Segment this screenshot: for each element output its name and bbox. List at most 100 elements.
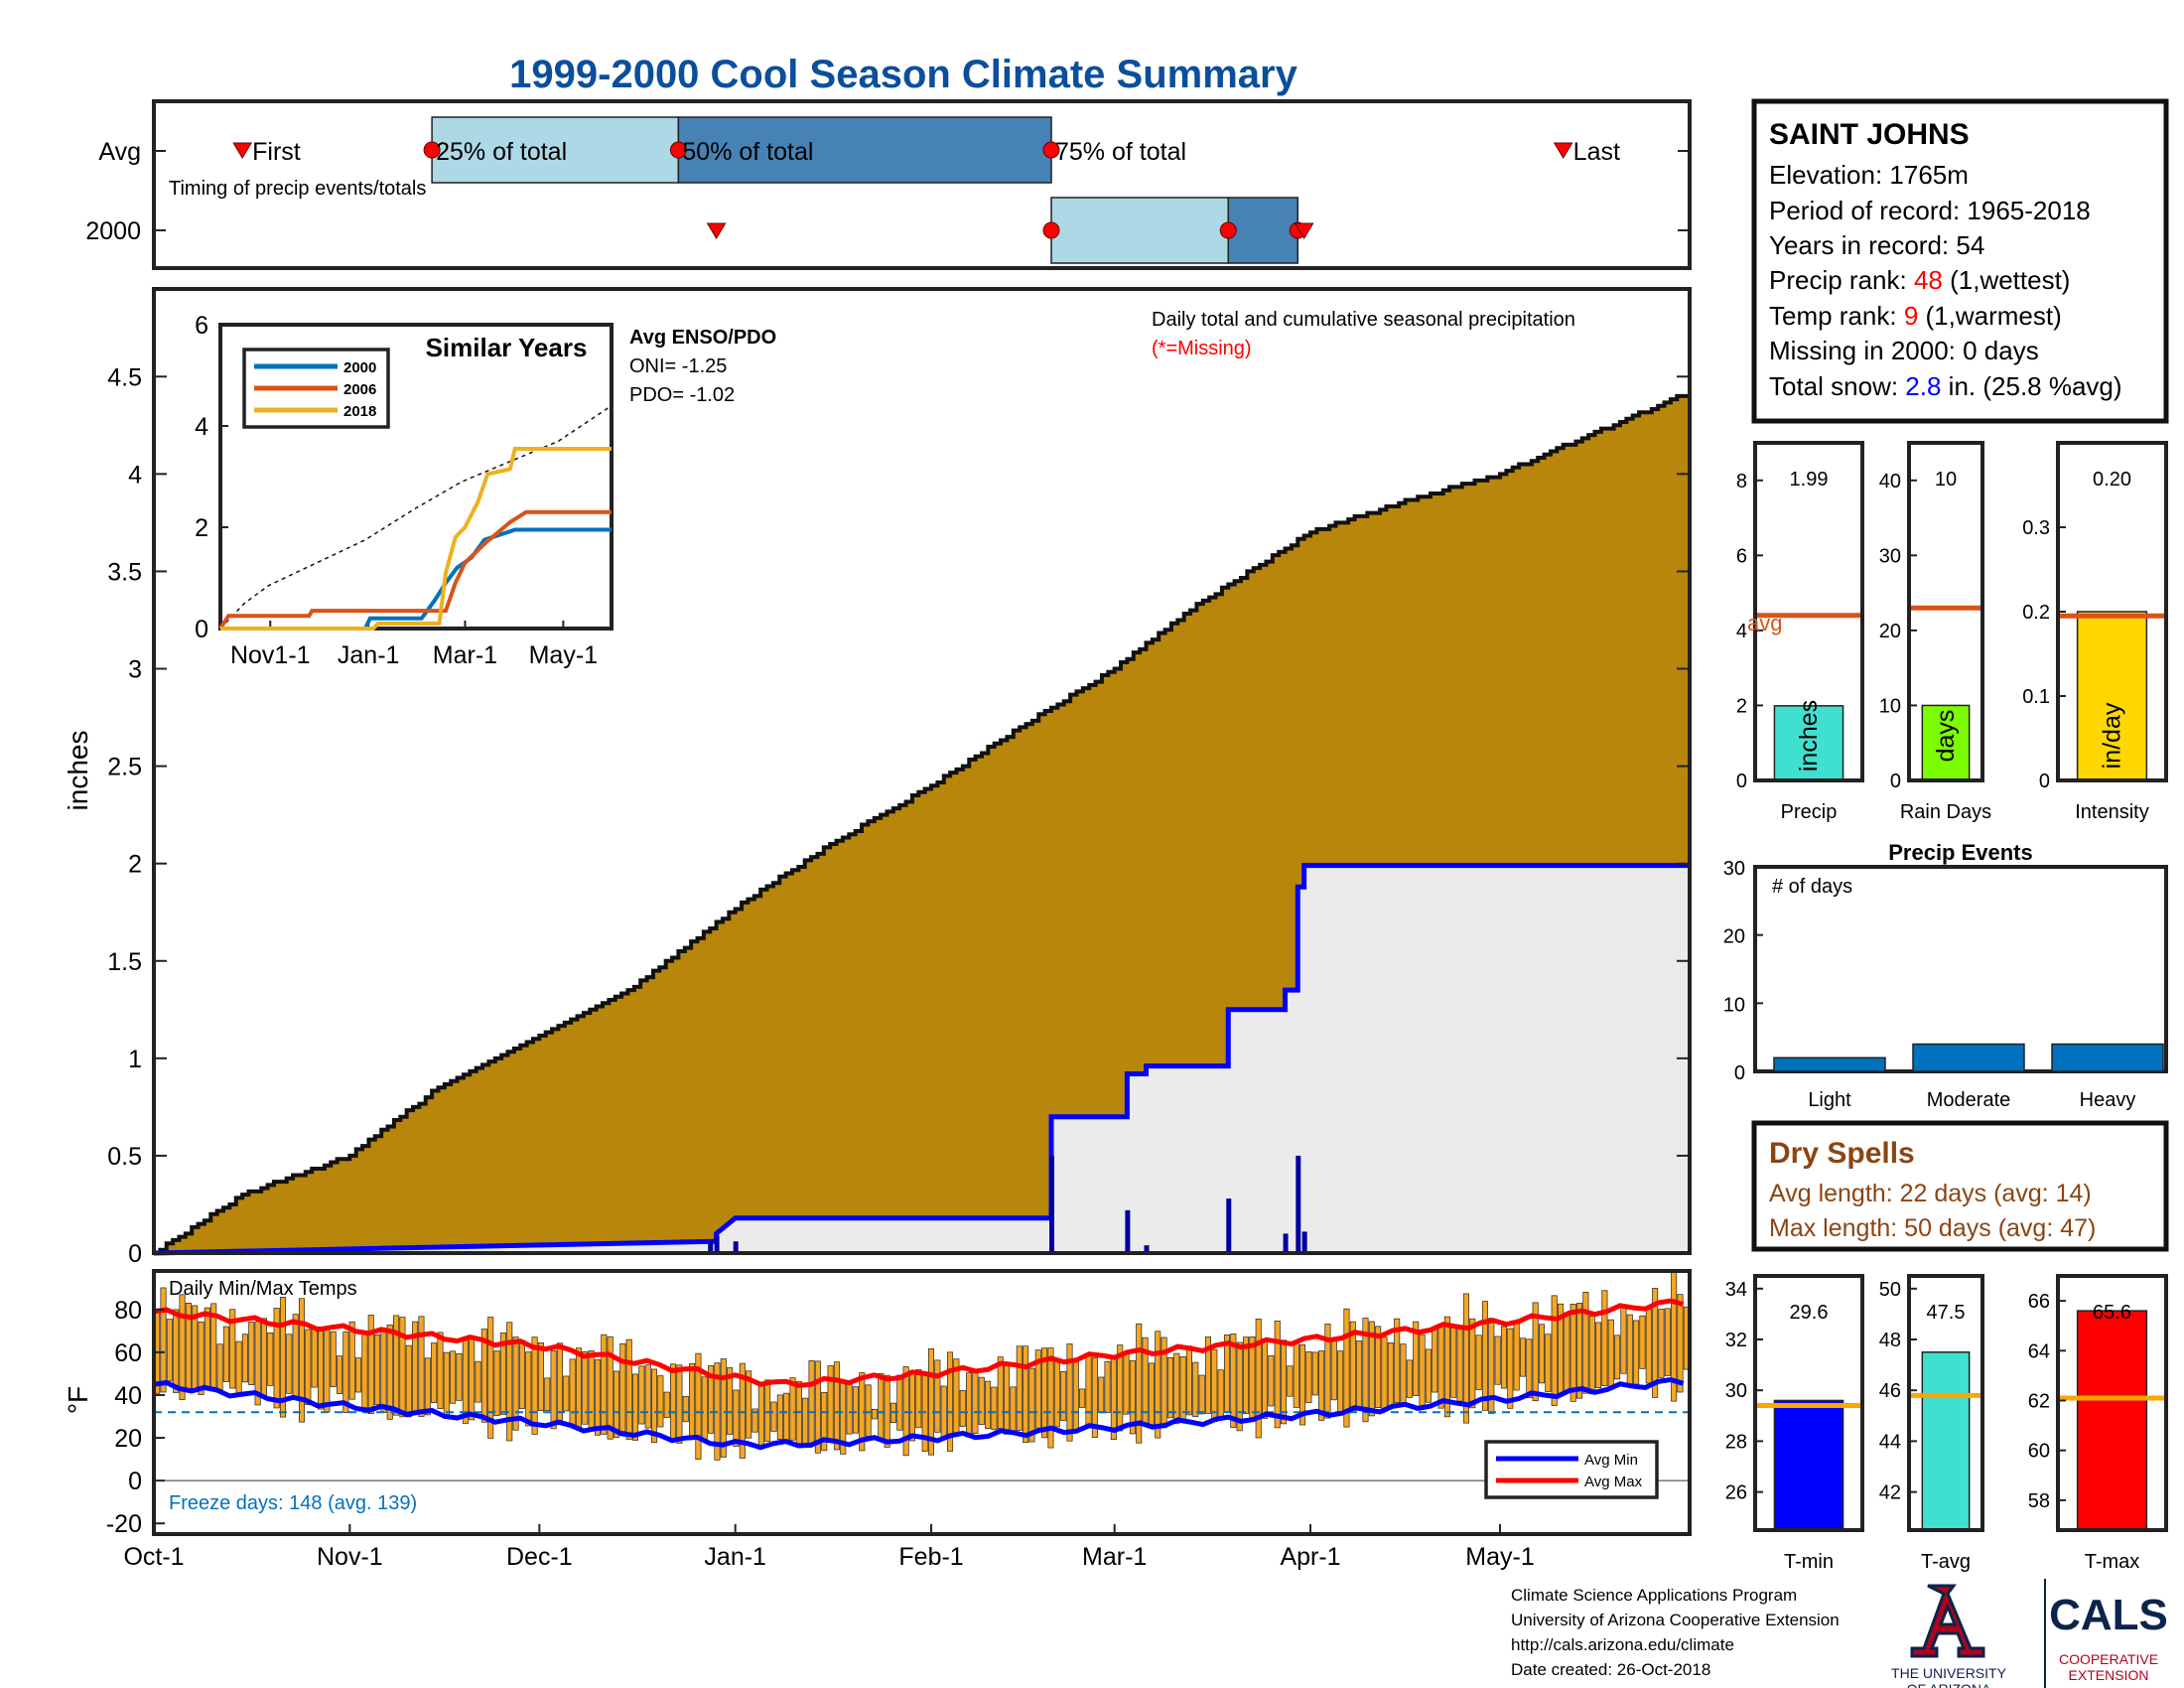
date-xtick-label: Apr-1	[1280, 1543, 1340, 1571]
avg-min-line	[153, 1377, 1685, 1451]
daily-precip-bar	[1125, 1209, 1131, 1253]
daily-temp-bar	[204, 1307, 210, 1391]
daily-temp-bar	[1249, 1336, 1256, 1422]
temp-ytick-label: 80	[114, 1297, 142, 1325]
timing-first-last-marker	[232, 142, 253, 159]
timing-first-last-marker	[1294, 222, 1314, 239]
temp-ylabel: °F	[63, 1386, 93, 1414]
events-bar-Light	[1773, 1056, 1886, 1072]
temp-caption: Daily Min/Max Temps	[169, 1278, 357, 1300]
daily-temp-bar	[871, 1408, 878, 1420]
daily-precip-bar	[1301, 1231, 1307, 1253]
daily-temp-bar	[198, 1321, 205, 1395]
summary-value: 29.6	[1790, 1302, 1829, 1324]
daily-temp-bar	[1413, 1321, 1420, 1396]
similar-series-2018	[220, 446, 612, 631]
timing-row-label: 2000	[85, 217, 141, 245]
daily-temp-bar	[450, 1350, 457, 1404]
daily-temp-bar	[783, 1392, 790, 1444]
daily-temp-bar	[330, 1331, 337, 1388]
summary-ytick-label: 30	[1879, 545, 1901, 567]
daily-temp-bar	[947, 1351, 954, 1452]
precip-frame	[152, 287, 1692, 1255]
summary-value: 65.6	[2093, 1302, 2131, 1324]
daily-temp-bar	[1607, 1319, 1614, 1390]
daily-temp-bar	[424, 1357, 431, 1416]
daily-temp-bar	[915, 1369, 922, 1429]
ua-block-a-logo	[1910, 1584, 1985, 1658]
daily-temp-bar	[997, 1356, 1004, 1430]
daily-temp-bar	[1274, 1321, 1281, 1429]
daily-temp-bar	[348, 1321, 355, 1400]
precip-rank: Precip rank: 48 (1,wettest)	[1769, 265, 2070, 295]
similar-xtick-label: Jan-1	[338, 641, 400, 669]
daily-temp-bar	[506, 1322, 513, 1442]
station-elevation: Elevation: 1765m	[1769, 160, 1969, 190]
daily-temp-bar	[1475, 1335, 1482, 1390]
daily-temp-bar	[1494, 1336, 1501, 1385]
daily-temp-bar	[1570, 1303, 1576, 1402]
daily-temp-bar	[386, 1325, 393, 1420]
daily-temp-bar	[751, 1408, 758, 1433]
daily-temp-bar	[173, 1309, 180, 1393]
daily-temp-bar	[708, 1365, 715, 1434]
daily-temp-bar	[1456, 1325, 1463, 1402]
daily-temp-bar	[1595, 1322, 1602, 1388]
daily-temp-bar	[493, 1350, 500, 1416]
summary-unit: days	[1932, 710, 1960, 763]
precip-ytick-label: 4	[128, 461, 142, 489]
daily-temp-bar	[1362, 1318, 1369, 1423]
daily-temp-bar	[525, 1351, 532, 1427]
daily-temp-bar	[821, 1391, 828, 1452]
daily-temp-bar	[1400, 1343, 1407, 1405]
timing-box-50-75	[677, 116, 1052, 184]
summary-ytick-label: 42	[1879, 1482, 1901, 1504]
daily-temp-bar	[361, 1334, 368, 1412]
events-ytick-label: 10	[1723, 994, 1745, 1016]
daily-temp-bar	[475, 1360, 481, 1403]
temp-ytick-label: 40	[114, 1382, 142, 1410]
daily-temp-bar	[1066, 1343, 1073, 1442]
daily-temp-bar	[846, 1380, 853, 1435]
total-snow-part: 2.8	[1905, 371, 1941, 401]
daily-temp-bar	[1047, 1347, 1054, 1449]
credits-block: Climate Science Applications Program Univ…	[1511, 1586, 1840, 1679]
precip-ytick-label: 3	[128, 656, 142, 684]
similar-title: Similar Years	[426, 333, 588, 362]
daily-temp-bar	[499, 1332, 506, 1416]
summary-value: 1.99	[1790, 469, 1829, 491]
daily-precip-bar	[733, 1241, 739, 1253]
summary-bar-frame	[1907, 441, 1984, 782]
daily-temp-bar	[1185, 1345, 1192, 1416]
temp-rank: Temp rank: 9 (1,warmest)	[1769, 301, 2062, 331]
date-xtick-label: Oct-1	[123, 1543, 184, 1571]
daily-temp-bar	[305, 1329, 312, 1406]
daily-temp-bar	[1136, 1323, 1143, 1444]
daily-temp-bar	[235, 1340, 242, 1395]
daily-temp-bar	[563, 1375, 570, 1412]
daily-temp-bar	[324, 1327, 331, 1413]
daily-temp-bar	[1223, 1335, 1231, 1413]
precip-summary-bars: 0 2 4 6 8 1.99 Precip inches avg 0 10 20 30 40 10 Rain …	[1736, 441, 2168, 823]
daily-temp-bar	[1211, 1348, 1218, 1423]
daily-temp-bar	[1645, 1309, 1652, 1384]
daily-temp-bar	[1041, 1347, 1048, 1439]
summary-label: Intensity	[2075, 801, 2148, 823]
daily-temp-bar	[1614, 1335, 1621, 1380]
daily-temp-bar	[1532, 1302, 1539, 1402]
daily-temp-bar	[814, 1360, 821, 1454]
summary-ytick-label: 34	[1725, 1279, 1747, 1301]
cals-wordmark: CALS	[2049, 1591, 2168, 1639]
daily-temp-bar	[727, 1367, 734, 1435]
daily-temp-bar	[480, 1329, 487, 1423]
daily-temp-bar	[1217, 1369, 1224, 1419]
daily-temp-bar	[757, 1383, 764, 1448]
timing-caption: Timing of precip events/totals	[169, 178, 426, 200]
summary-ytick-label: 28	[1725, 1431, 1747, 1453]
daily-temp-bar	[1016, 1345, 1023, 1431]
enso-title: Avg ENSO/PDO	[629, 327, 776, 349]
daily-temp-bar	[311, 1328, 318, 1388]
daily-temp-bar	[619, 1342, 626, 1432]
daily-temp-bar	[1394, 1318, 1401, 1404]
